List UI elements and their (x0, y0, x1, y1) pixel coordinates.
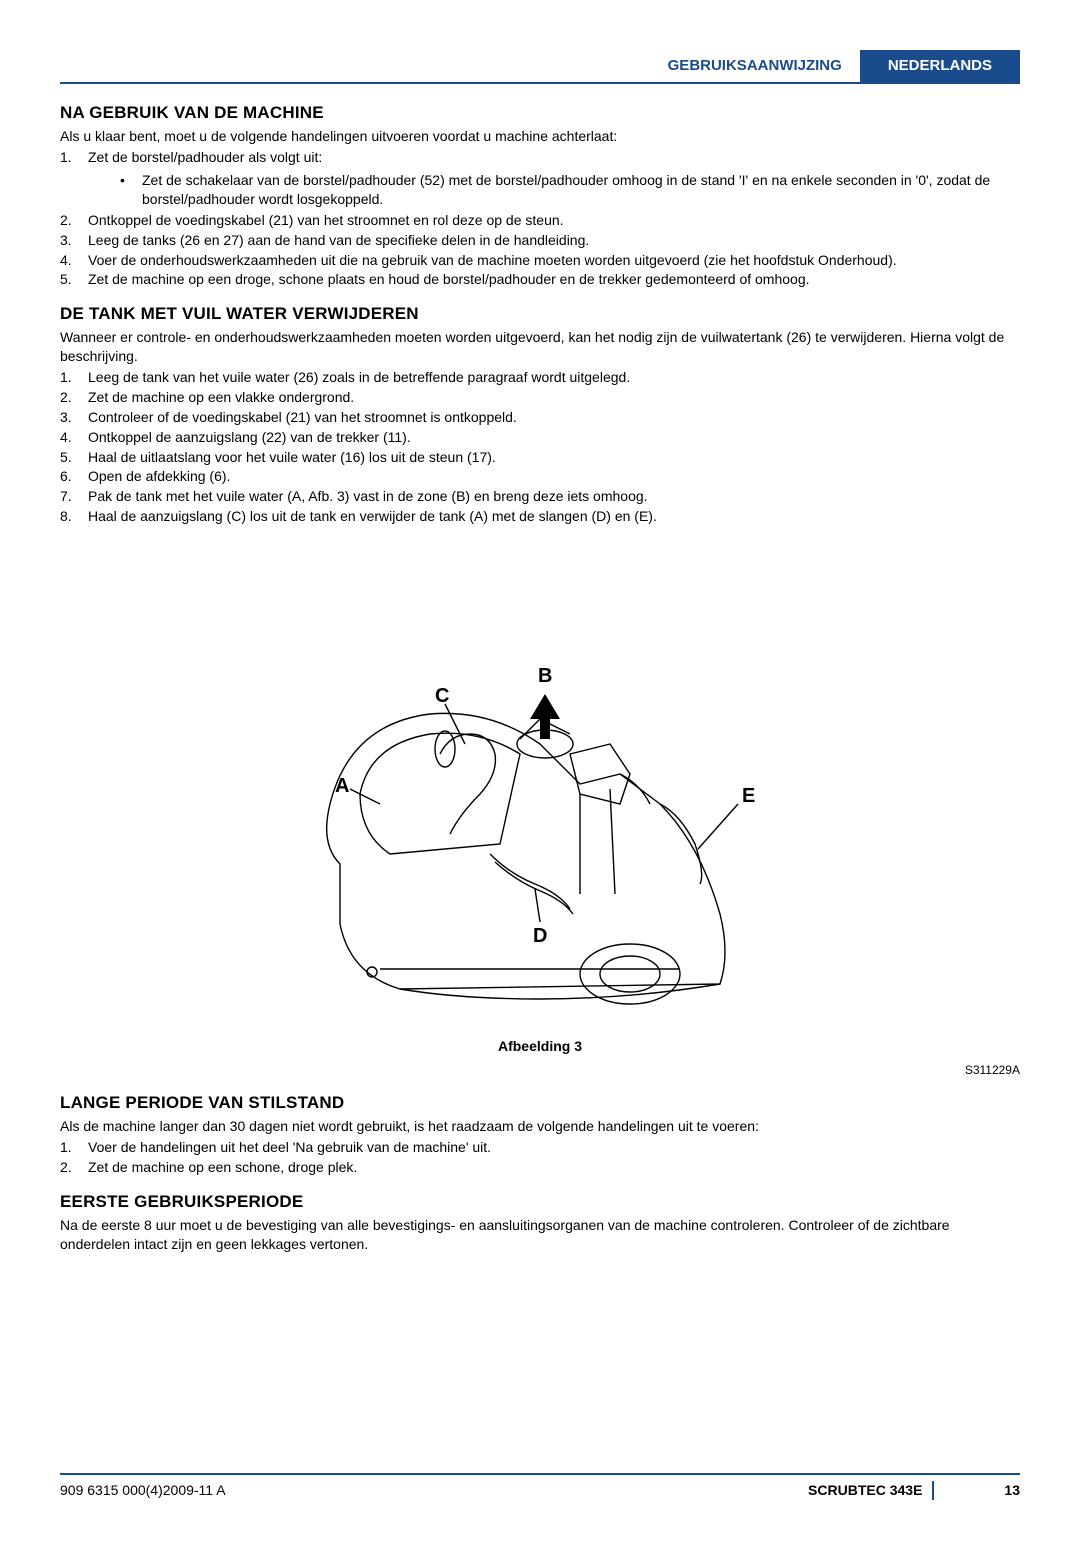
list-item: 7.Pak de tank met het vuile water (A, Af… (60, 487, 1020, 506)
label-E: E (742, 785, 755, 807)
list-item: 2.Zet de machine op een vlakke ondergron… (60, 388, 1020, 407)
after-use-list: 1.Zet de borstel/padhouder als volgt uit… (60, 148, 1020, 167)
list-item: 4.Voer de onderhoudswerkzaamheden uit di… (60, 251, 1020, 270)
footer-model: SCRUBTEC 343E (808, 1481, 934, 1500)
list-item-text: Zet de borstel/padhouder als volgt uit: (88, 149, 322, 165)
long-period-list: 1.Voer de handelingen uit het deel 'Na g… (60, 1138, 1020, 1177)
list-item: 5.Haal de uitlaatslang voor het vuile wa… (60, 448, 1020, 467)
list-item-text: Voer de onderhoudswerkzaamheden uit die … (88, 252, 897, 268)
list-item-text: Ontkoppel de aanzuigslang (22) van de tr… (88, 429, 411, 445)
label-A: A (335, 775, 349, 797)
header-bar: GEBRUIKSAANWIJZING NEDERLANDS (60, 50, 1020, 84)
list-item-text: Ontkoppel de voedingskabel (21) van het … (88, 212, 564, 228)
list-item: 3.Leeg de tanks (26 en 27) aan de hand v… (60, 231, 1020, 250)
section-heading-remove-tank: DE TANK MET VUIL WATER VERWIJDEREN (60, 303, 1020, 326)
list-item-text: Leeg de tanks (26 en 27) aan de hand van… (88, 232, 589, 248)
list-item-text: Controleer of de voedingskabel (21) van … (88, 409, 517, 425)
section-heading-after-use: NA GEBRUIK VAN DE MACHINE (60, 102, 1020, 125)
list-item-text: Voer de handelingen uit het deel 'Na geb… (88, 1139, 491, 1155)
bullet-list: Zet de schakelaar van de borstel/padhoud… (60, 171, 1020, 209)
intro-text: Als de machine langer dan 30 dagen niet … (60, 1117, 1020, 1136)
diagram-afbeelding-3: A B C D E (280, 544, 800, 1024)
list-item-text: Leeg de tank van het vuile water (26) zo… (88, 369, 630, 385)
list-item-text: Haal de aanzuigslang (C) los uit de tank… (88, 508, 657, 524)
section-heading-long-period: LANGE PERIODE VAN STILSTAND (60, 1092, 1020, 1115)
list-item-text: Pak de tank met het vuile water (A, Afb.… (88, 488, 648, 504)
list-item-text: Zet de machine op een droge, schone plaa… (88, 271, 810, 287)
list-item-text: Haal de uitlaatslang voor het vuile wate… (88, 449, 496, 465)
bullet-item: Zet de schakelaar van de borstel/padhoud… (120, 171, 1020, 209)
list-item: 4.Ontkoppel de aanzuigslang (22) van de … (60, 428, 1020, 447)
intro-text: Als u klaar bent, moet u de volgende han… (60, 127, 1020, 146)
list-item-text: Zet de machine op een schone, droge plek… (88, 1159, 357, 1175)
list-item: 1.Leeg de tank van het vuile water (26) … (60, 368, 1020, 387)
list-item: 2.Ontkoppel de voedingskabel (21) van he… (60, 211, 1020, 230)
figure-3: A B C D E Afbeelding 3 (60, 544, 1020, 1056)
list-item: 1.Voer de handelingen uit het deel 'Na g… (60, 1138, 1020, 1157)
list-item: 8.Haal de aanzuigslang (C) los uit de ta… (60, 507, 1020, 526)
footer-page: 13 (1004, 1481, 1020, 1500)
list-item-text: Open de afdekking (6). (88, 468, 230, 484)
label-D: D (533, 925, 547, 947)
intro-text: Wanneer er controle- en onderhoudswerkza… (60, 328, 1020, 366)
list-item-text: Zet de machine op een vlakke ondergrond. (88, 389, 354, 405)
list-item: 1.Zet de borstel/padhouder als volgt uit… (60, 148, 1020, 167)
list-item: 3.Controleer of de voedingskabel (21) va… (60, 408, 1020, 427)
label-B: B (538, 665, 552, 687)
list-item: 6.Open de afdekking (6). (60, 467, 1020, 486)
figure-caption: Afbeelding 3 (60, 1037, 1020, 1056)
remove-tank-list: 1.Leeg de tank van het vuile water (26) … (60, 368, 1020, 526)
body-text: Na de eerste 8 uur moet u de bevestiging… (60, 1216, 1020, 1254)
footer: 909 6315 000(4)2009-11 A SCRUBTEC 343E 1… (60, 1473, 1020, 1500)
footer-doc-number: 909 6315 000(4)2009-11 A (60, 1481, 226, 1500)
header-title: GEBRUIKSAANWIJZING (650, 50, 860, 82)
figure-id: S311229A (60, 1062, 1020, 1078)
section-heading-first-use: EERSTE GEBRUIKSPERIODE (60, 1191, 1020, 1214)
after-use-list-cont: 2.Ontkoppel de voedingskabel (21) van he… (60, 211, 1020, 290)
label-C: C (435, 685, 449, 707)
list-item: 2.Zet de machine op een schone, droge pl… (60, 1158, 1020, 1177)
list-item: 5.Zet de machine op een droge, schone pl… (60, 270, 1020, 289)
header-language: NEDERLANDS (860, 50, 1020, 82)
